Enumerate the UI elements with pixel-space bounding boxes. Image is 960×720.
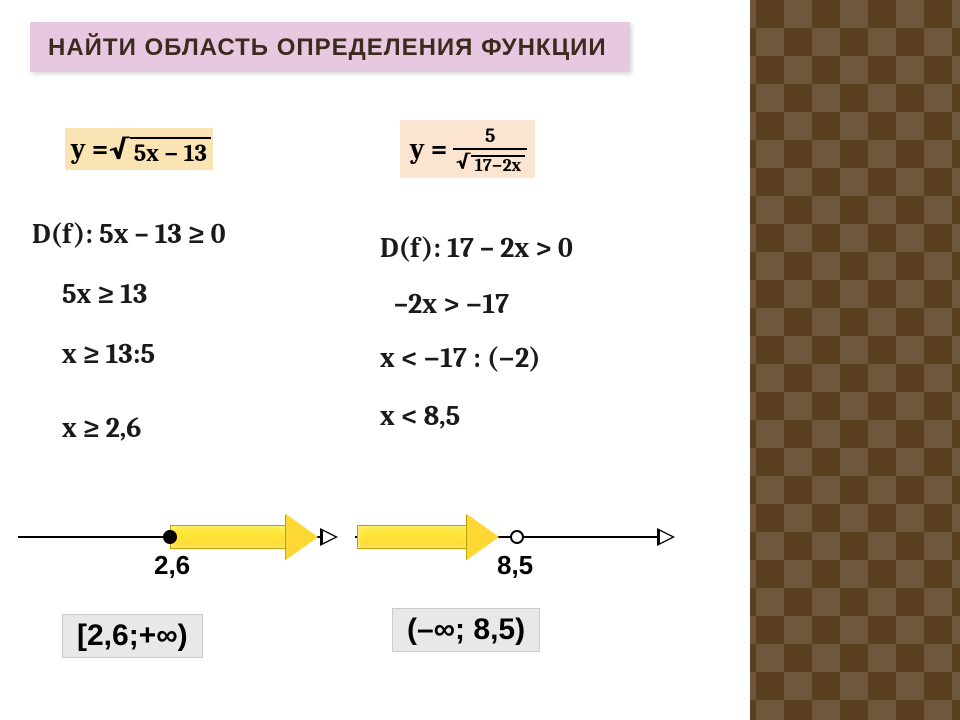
range-arrow-right <box>357 514 499 560</box>
formula-right-num: 5 <box>483 126 497 148</box>
formula-left: y = √ 5x − 13 <box>65 128 213 170</box>
left-step-4: x ≥ 2,6 <box>62 412 141 444</box>
title-box: НАЙТИ ОБЛАСТЬ ОПРЕДЕЛЕНИЯ ФУНКЦИИ <box>30 22 630 72</box>
axis-right: 8,5 <box>355 512 675 582</box>
arrowhead-icon <box>320 528 338 546</box>
point-right-label: 8,5 <box>497 550 533 581</box>
sqrt-icon: √ 17−2x <box>455 152 525 172</box>
left-step-3: x ≥ 13:5 <box>62 338 155 370</box>
left-step-1: D(f): 5x – 13 ≥ 0 <box>32 218 226 250</box>
left-step-2: 5x ≥ 13 <box>62 278 147 310</box>
point-right <box>510 530 524 544</box>
point-left <box>163 530 177 544</box>
right-step-4: x < 8,5 <box>380 400 460 432</box>
title-text: НАЙТИ ОБЛАСТЬ ОПРЕДЕЛЕНИЯ ФУНКЦИИ <box>48 34 607 61</box>
answer-right: (–∞; 8,5) <box>392 608 540 652</box>
right-step-1: D(f): 17 – 2x > 0 <box>380 232 573 264</box>
formula-right-denom: 17−2x <box>471 155 525 175</box>
sqrt-icon: √ 5x − 13 <box>108 133 211 165</box>
slide-content: НАЙТИ ОБЛАСТЬ ОПРЕДЕЛЕНИЯ ФУНКЦИИ y = √ … <box>0 0 750 720</box>
range-arrow-left <box>170 514 318 560</box>
formula-left-radicand: 5x − 13 <box>130 137 211 167</box>
fraction: 5 √ 17−2x <box>453 126 527 172</box>
formula-right: y = 5 √ 17−2x <box>400 120 535 178</box>
formula-left-prefix: y = <box>71 133 108 165</box>
point-left-label: 2,6 <box>154 550 190 581</box>
axis-left: 2,6 <box>18 512 338 582</box>
answer-left: [2,6;+∞) <box>62 614 203 658</box>
formula-right-prefix: y = <box>410 133 447 165</box>
right-step-2: –2x > −17 <box>394 288 509 320</box>
arrowhead-icon <box>657 528 675 546</box>
right-step-3: x < −17 : (−2) <box>380 342 541 374</box>
